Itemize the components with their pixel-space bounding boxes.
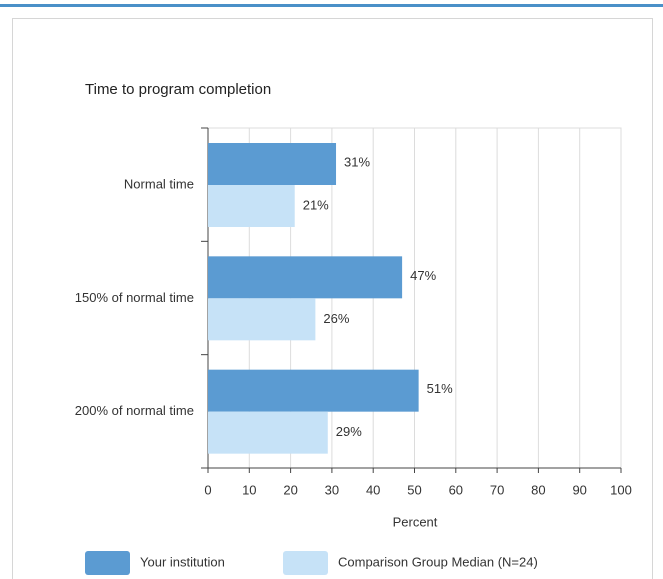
legend-label: Comparison Group Median (N=24) <box>338 554 538 569</box>
bar <box>208 411 328 454</box>
x-tick-label: 100 <box>610 482 632 497</box>
bar <box>208 185 295 227</box>
bar <box>208 256 403 299</box>
x-tick-label: 80 <box>531 482 545 497</box>
x-tick-label: 10 <box>242 482 256 497</box>
y-tick-label: Normal time <box>124 176 194 191</box>
value-label: 31% <box>344 154 370 169</box>
legend-swatch <box>283 551 328 575</box>
bar <box>208 298 316 341</box>
value-label: 51% <box>427 381 453 396</box>
value-label: 47% <box>410 268 436 283</box>
x-tick-label: 40 <box>366 482 380 497</box>
bar <box>208 143 337 185</box>
bar <box>208 369 419 412</box>
y-tick-label: 150% of normal time <box>75 290 194 305</box>
value-label: 26% <box>323 311 349 326</box>
chart-title: Time to program completion <box>85 81 271 98</box>
x-tick-label: 90 <box>572 482 586 497</box>
x-axis-label: Percent <box>393 514 438 529</box>
x-tick-label: 50 <box>407 482 421 497</box>
legend-swatch <box>85 551 130 575</box>
top-bar <box>0 4 663 7</box>
x-tick-label: 70 <box>490 482 504 497</box>
x-tick-label: 20 <box>283 482 297 497</box>
x-tick-label: 0 <box>204 482 211 497</box>
y-tick-label: 200% of normal time <box>75 403 194 418</box>
x-tick-label: 30 <box>325 482 339 497</box>
value-label: 21% <box>303 197 329 212</box>
legend-label: Your institution <box>140 554 225 569</box>
x-tick-label: 60 <box>449 482 463 497</box>
value-label: 29% <box>336 424 362 439</box>
